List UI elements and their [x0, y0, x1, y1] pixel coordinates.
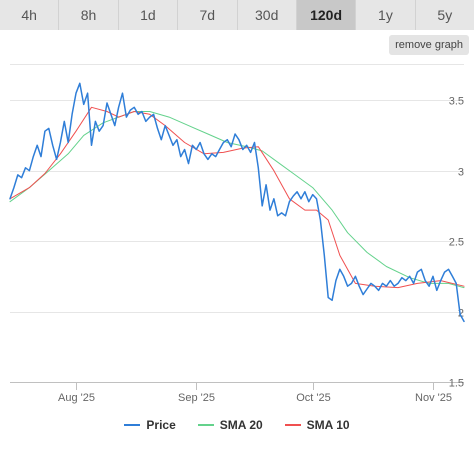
legend-item-sma20[interactable]: SMA 20: [197, 418, 263, 432]
y-tick-label: 2.5: [449, 237, 464, 249]
y-tick-label: 2: [458, 308, 464, 320]
chart-legend: Price SMA 20 SMA 10: [0, 418, 474, 432]
legend-swatch-sma20: [197, 424, 214, 426]
series-line-sma10: [9, 106, 465, 289]
y-tick-label: 1.5: [449, 378, 464, 390]
range-button-1y[interactable]: 1y: [356, 0, 416, 30]
range-button-4h[interactable]: 4h: [0, 0, 60, 30]
range-button-5y[interactable]: 5y: [437, 7, 453, 23]
remove-graph-button[interactable]: remove graph: [389, 35, 469, 55]
legend-label-sma10: SMA 10: [306, 418, 350, 432]
legend-item-sma10[interactable]: SMA 10: [284, 418, 350, 432]
x-tick-label: Sep '25: [178, 392, 215, 404]
range-button-1d[interactable]: 1d: [119, 0, 179, 30]
time-range-selector: 4h 8h 1d 7d 30d 120d 1y 5y: [0, 0, 474, 30]
series-line-sma20: [9, 111, 465, 289]
range-button-7d[interactable]: 7d: [178, 0, 238, 30]
legend-item-price[interactable]: Price: [124, 418, 176, 432]
grid-lines: [10, 64, 464, 383]
range-button-8h[interactable]: 8h: [59, 0, 119, 30]
x-tick-label: Oct '25: [296, 392, 331, 404]
x-tick-label: Nov '25: [415, 392, 452, 404]
y-tick-label: 3: [458, 167, 464, 179]
series-line-price: [9, 82, 465, 323]
range-button-30d[interactable]: 30d: [238, 0, 297, 30]
legend-swatch-price: [124, 424, 141, 426]
legend-swatch-sma10: [284, 424, 301, 426]
x-tick-label: Aug '25: [58, 392, 95, 404]
legend-label-sma20: SMA 20: [219, 418, 263, 432]
legend-label-price: Price: [146, 418, 176, 432]
range-button-120d[interactable]: 120d: [296, 0, 357, 30]
y-tick-label: 3.5: [449, 96, 464, 108]
series-lines: [9, 82, 465, 323]
axes: 1.5 2 2.5 3 3.5 Aug '25 Sep '25 Oct '25 Nov '25: [58, 96, 464, 405]
